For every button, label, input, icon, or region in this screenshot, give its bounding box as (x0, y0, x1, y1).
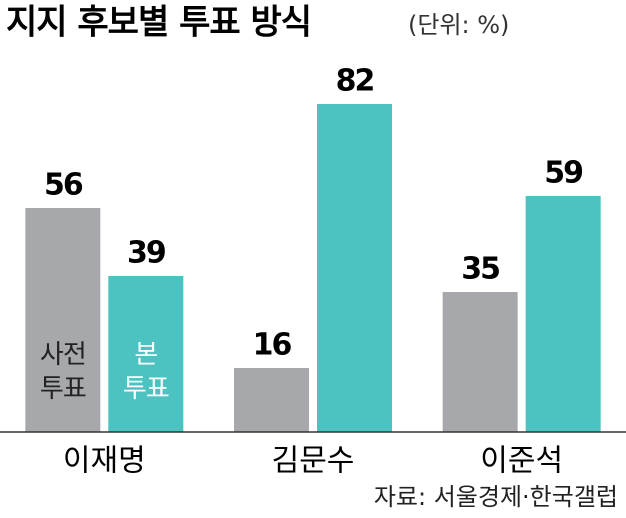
legend-label: 사전 투표 (39, 340, 87, 404)
source: 자료: 서울경제·한국갤럽 (374, 483, 618, 511)
bar (317, 104, 392, 432)
chart-title: 지지 후보별 투표 방식 (6, 3, 311, 43)
bar (442, 292, 518, 432)
bar (234, 368, 309, 432)
value-label: 39 (127, 236, 165, 271)
value-label: 56 (44, 168, 83, 203)
x-tick-label: 김문수 (272, 444, 355, 479)
x-tick-label: 이재명 (63, 444, 146, 479)
legend-label: 본 투표 (122, 340, 170, 404)
bar (108, 276, 184, 432)
value-label: 82 (336, 64, 374, 99)
chart-subtitle: (단위: %) (408, 11, 509, 39)
bar (25, 208, 101, 432)
value-label: 59 (544, 156, 582, 191)
bar (525, 196, 601, 432)
value-label: 35 (461, 252, 499, 287)
value-label: 16 (253, 328, 292, 363)
x-tick-label: 이준석 (480, 444, 563, 479)
